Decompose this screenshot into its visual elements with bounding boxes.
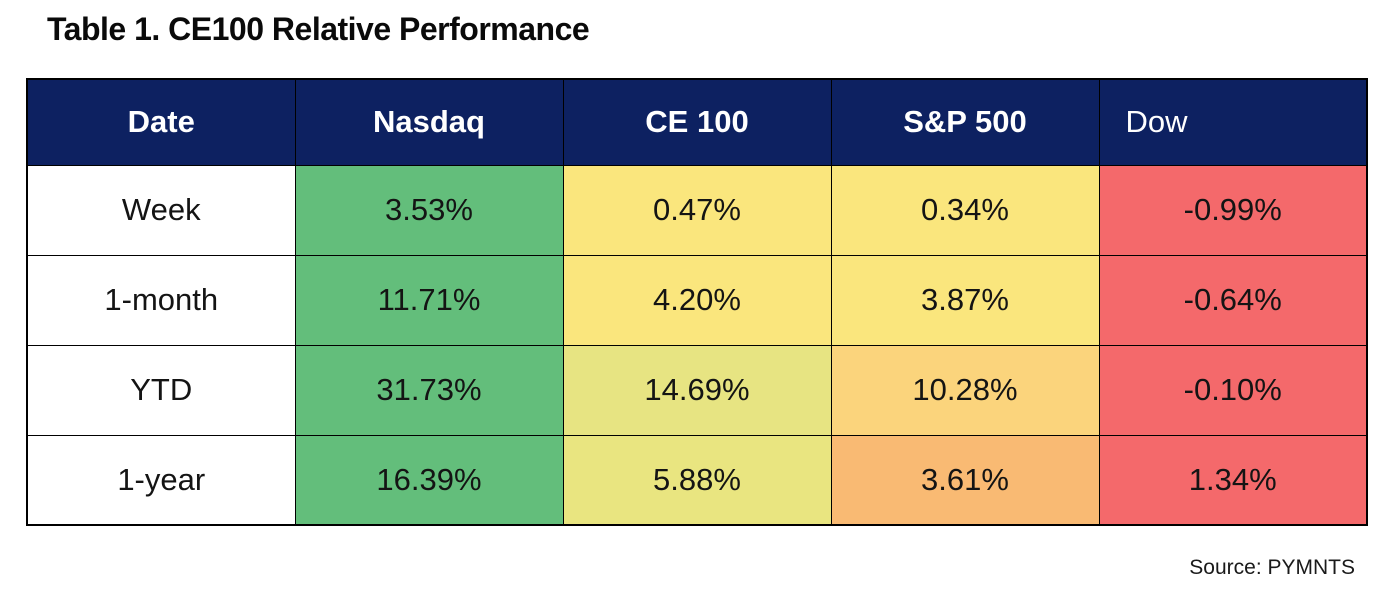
value-cell-sp500: 10.28% bbox=[830, 344, 1100, 436]
value-cell-ce100: 14.69% bbox=[562, 344, 832, 436]
value-cell-ce100: 4.20% bbox=[562, 254, 832, 346]
table-row-week: Week 3.53% 0.47% 0.34% -0.99% bbox=[26, 164, 1368, 256]
table-row-1-month: 1-month 11.71% 4.20% 3.87% -0.64% bbox=[26, 254, 1368, 346]
header-row: Date Nasdaq CE 100 S&P 500 Dow bbox=[26, 78, 1368, 166]
table-row-1-year: 1-year 16.39% 5.88% 3.61% 1.34% bbox=[26, 434, 1368, 526]
column-header-ce100: CE 100 bbox=[562, 78, 832, 166]
value-cell-nasdaq: 3.53% bbox=[294, 164, 564, 256]
column-header-date: Date bbox=[26, 78, 296, 166]
column-header-dow: Dow bbox=[1098, 78, 1368, 166]
value-cell-dow: -0.99% bbox=[1098, 164, 1368, 256]
column-header-sp500: S&P 500 bbox=[830, 78, 1100, 166]
row-label: YTD bbox=[26, 344, 296, 436]
performance-table: Date Nasdaq CE 100 S&P 500 Dow Week 3.53… bbox=[26, 78, 1368, 526]
value-cell-nasdaq: 11.71% bbox=[294, 254, 564, 346]
value-cell-ce100: 0.47% bbox=[562, 164, 832, 256]
value-cell-ce100: 5.88% bbox=[562, 434, 832, 526]
column-header-nasdaq: Nasdaq bbox=[294, 78, 564, 166]
value-cell-sp500: 3.61% bbox=[830, 434, 1100, 526]
value-cell-sp500: 3.87% bbox=[830, 254, 1100, 346]
value-cell-dow: 1.34% bbox=[1098, 434, 1368, 526]
source-label: Source: PYMNTS bbox=[1189, 556, 1355, 579]
value-cell-dow: -0.64% bbox=[1098, 254, 1368, 346]
value-cell-nasdaq: 16.39% bbox=[294, 434, 564, 526]
row-label: Week bbox=[26, 164, 296, 256]
row-label: 1-month bbox=[26, 254, 296, 346]
row-label: 1-year bbox=[26, 434, 296, 526]
value-cell-nasdaq: 31.73% bbox=[294, 344, 564, 436]
table-row-ytd: YTD 31.73% 14.69% 10.28% -0.10% bbox=[26, 344, 1368, 436]
value-cell-dow: -0.10% bbox=[1098, 344, 1368, 436]
page-title: Table 1. CE100 Relative Performance bbox=[47, 11, 590, 47]
value-cell-sp500: 0.34% bbox=[830, 164, 1100, 256]
